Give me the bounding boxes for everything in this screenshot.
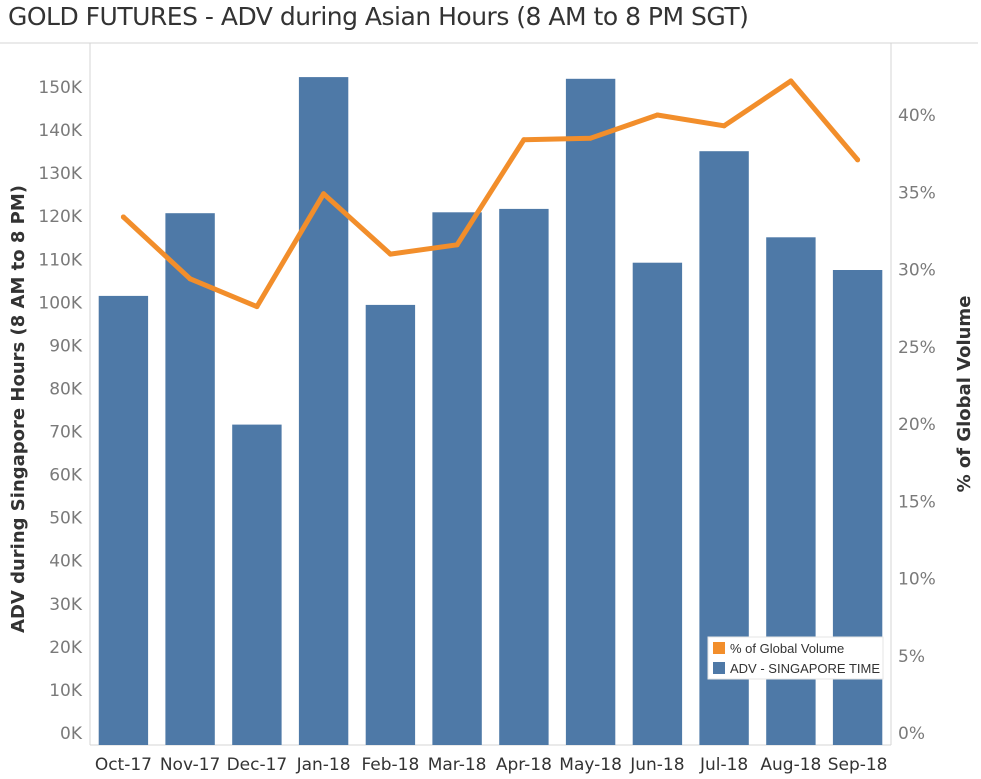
y-tick-10k: 10K [49,681,83,701]
x-tick-sep-18: Sep-18 [828,755,888,775]
y2-tick-25: 25% [898,338,936,358]
bar-oct-17 [98,295,149,745]
line-point-jan-18 [321,191,327,197]
x-tick-apr-18: Apr-18 [496,755,552,775]
line-point-may-18 [588,135,594,141]
y-tick-20k: 20K [49,638,83,658]
line-point-dec-17 [254,304,260,310]
y-tick-labels: 0K 10K 20K 30K 40K 50K 60K 70K 80K 90K 100K 110K 120… [38,78,82,744]
legend-label-pct-global: % of Global Volume [730,641,844,656]
line-pct-global-volume [120,78,861,310]
line-layer [120,78,861,310]
line-point-sep-18 [855,157,861,163]
y-tick-110k: 110K [38,250,82,270]
bar-dec-17 [232,424,282,745]
y-tick-120k: 120K [38,207,82,227]
y2-tick-5: 5% [898,647,925,667]
x-tick-oct-17: Oct-17 [95,755,152,775]
bar-mar-18 [432,212,482,746]
y2-tick-15: 15% [898,492,936,512]
y-axis-title: ADV during Singapore Hours (8 AM to 8 PM… [8,185,29,633]
legend-swatch-pct-global [713,642,725,654]
y-tick-50k: 50K [49,509,83,529]
y2-tick-40: 40% [898,106,936,126]
bar-jan-18 [298,77,349,746]
bar-apr-18 [499,208,549,745]
x-tick-nov-17: Nov-17 [160,755,221,775]
legend-box [707,636,884,680]
y2-axis-title: % of Global Volume [954,296,975,493]
line-point-mar-18 [454,242,460,248]
line-point-feb-18 [387,251,393,257]
bar-jun-18 [632,262,683,745]
x-tick-feb-18: Feb-18 [361,755,419,775]
y2-tick-30: 30% [898,261,936,281]
x-tick-mar-18: Mar-18 [428,755,487,775]
line-point-jul-18 [721,123,727,129]
x-tick-jul-18: Jul-18 [699,755,748,775]
y-tick-150k: 150K [38,78,82,98]
y-tick-30k: 30K [49,595,83,615]
y-tick-100k: 100K [38,293,82,313]
x-tick-may-18: May-18 [559,755,622,775]
y2-tick-labels: 0% 5% 10% 15% 20% 25% 30% 35% 40% [898,106,936,744]
y-tick-130k: 130K [38,164,82,184]
line-point-apr-18 [521,137,527,143]
y-tick-40k: 40K [49,552,83,572]
x-tick-jan-18: Jan-18 [296,755,351,775]
y-tick-140k: 140K [38,121,82,141]
y-tick-0k: 0K [60,724,83,744]
x-tick-dec-17: Dec-17 [227,755,288,775]
y2-tick-0: 0% [898,724,925,744]
y-tick-70k: 70K [49,423,83,443]
y-tick-60k: 60K [49,466,83,486]
line-point-jun-18 [654,112,660,118]
chart-title: GOLD FUTURES - ADV during Asian Hours (8… [8,2,749,31]
y-tick-80k: 80K [49,380,83,400]
legend: % of Global Volume ADV - SINGAPORE TIME [707,636,884,680]
x-tick-labels: Oct-17 Nov-17 Dec-17 Jan-18 Feb-18 Mar-18 Apr-… [95,755,888,775]
line-point-aug-18 [788,78,794,84]
bar-may-18 [565,78,616,746]
bar-feb-18 [365,304,416,745]
line-point-nov-17 [187,276,193,282]
y2-tick-35: 35% [898,183,936,203]
x-tick-aug-18: Aug-18 [760,755,821,775]
y-tick-90k: 90K [49,336,83,356]
x-tick-jun-18: Jun-18 [629,755,684,775]
line-point-oct-17 [120,214,126,220]
y2-tick-20: 20% [898,415,936,435]
bar-nov-17 [165,213,215,745]
legend-label-adv: ADV - SINGAPORE TIME [730,661,880,676]
y2-tick-10: 10% [898,570,936,590]
legend-swatch-adv [713,662,725,674]
